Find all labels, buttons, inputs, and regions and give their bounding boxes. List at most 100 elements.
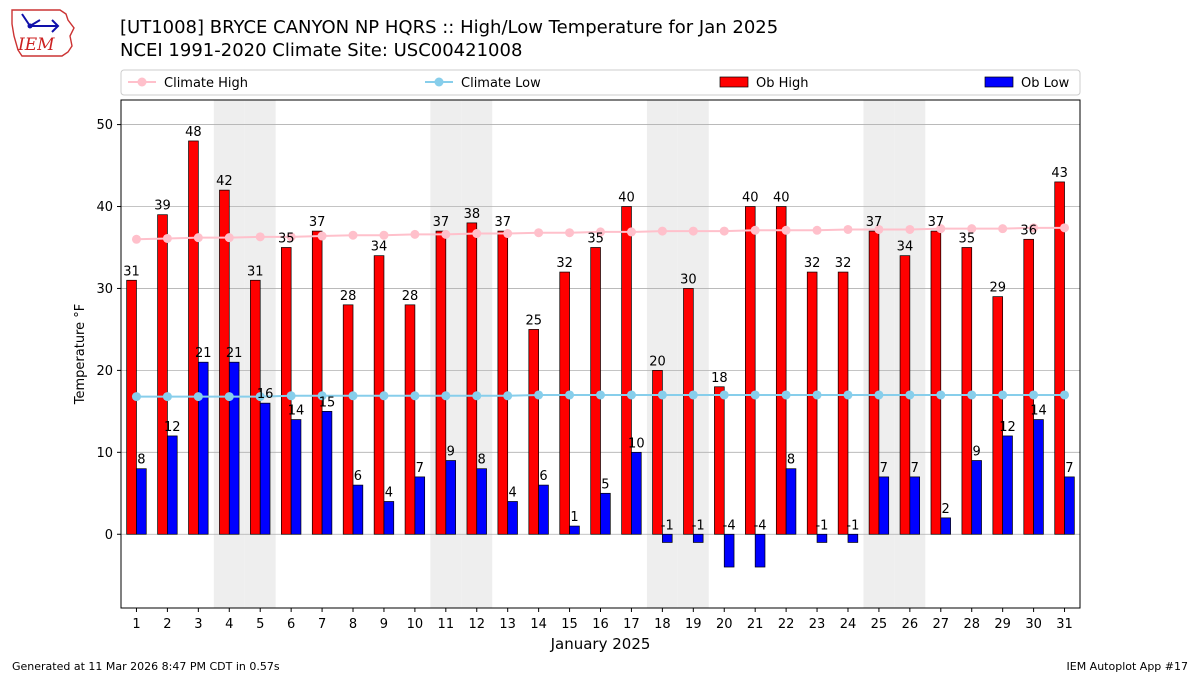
ob-high-legend-label: Ob High [756, 76, 809, 91]
ob-low-bar [290, 419, 302, 535]
ob-high-bar [1023, 238, 1034, 535]
ob-low-label: 9 [972, 445, 980, 460]
ob-low-label: 12 [999, 420, 1016, 435]
x-tick-label: 30 [1025, 617, 1042, 632]
ob-high-label: 36 [1020, 223, 1037, 238]
ob-low-label: 8 [137, 453, 145, 468]
climate-high-point [719, 226, 729, 236]
x-tick-label: 27 [933, 617, 950, 632]
climate-low-point [967, 390, 977, 400]
ob-low-label: 8 [787, 453, 795, 468]
ob-high-bar [1054, 181, 1065, 535]
ob-high-label: 30 [680, 272, 697, 287]
ob-high-bar [188, 140, 199, 535]
climate-low-point [255, 392, 265, 402]
ob-low-bar [878, 476, 890, 535]
ob-high-bar [683, 288, 694, 535]
ob-low-legend-swatch [984, 76, 1014, 88]
x-tick-label: 8 [349, 617, 357, 632]
ob-high-label: 35 [959, 231, 976, 246]
ob-low-label: 12 [164, 420, 181, 435]
x-tick-label: 26 [902, 617, 919, 632]
ob-low-label: -1 [815, 518, 828, 533]
ob-low-label: 2 [942, 502, 950, 517]
footer-app: IEM Autoplot App #17 [1066, 660, 1189, 673]
ob-high-bar [280, 247, 292, 535]
ob-low-label: 5 [601, 477, 609, 492]
climate-high-point [1060, 223, 1070, 233]
ob-high-label: 37 [433, 215, 450, 230]
chart-subtitle: NCEI 1991-2020 Climate Site: USC00421008 [120, 40, 523, 61]
ob-high-label: 32 [804, 256, 821, 271]
climate-high-point [750, 225, 760, 235]
footer-generated: Generated at 11 Mar 2026 8:47 PM CDT in … [12, 660, 280, 673]
climate-low-point [719, 390, 729, 400]
x-tick-label: 19 [685, 617, 702, 632]
x-tick-label: 22 [778, 617, 795, 632]
chart-title: [UT1008] BRYCE CANYON NP HQRS :: High/Lo… [120, 17, 779, 38]
x-tick-label: 31 [1056, 617, 1073, 632]
climate-low-legend-marker [434, 77, 444, 87]
climate-low-point [874, 390, 884, 400]
climate-high-point [874, 224, 884, 234]
x-tick-label: 10 [407, 617, 424, 632]
ob-low-bar [538, 484, 549, 535]
x-tick-label: 17 [623, 617, 640, 632]
climate-low-point [936, 390, 946, 400]
ob-low-bar [167, 435, 178, 535]
climate-low-point [224, 392, 234, 402]
ob-high-label: 31 [123, 264, 140, 279]
x-tick-label: 12 [468, 617, 485, 632]
x-tick-label: 29 [994, 617, 1011, 632]
ob-high-label: 28 [402, 289, 419, 304]
climate-low-point [1060, 390, 1070, 400]
ob-low-bar [1033, 419, 1044, 535]
ob-high-label: 35 [278, 231, 295, 246]
ob-low-bar [785, 468, 797, 535]
iem-logo: IEM [11, 9, 75, 57]
ob-high-label: 35 [587, 231, 604, 246]
y-tick-label: 10 [96, 446, 113, 461]
ob-low-bar [754, 533, 766, 568]
ob-high-label: 29 [989, 281, 1006, 296]
climate-low-point [812, 390, 822, 400]
ob-high-label: 31 [247, 264, 264, 279]
ob-low-label: 9 [447, 445, 455, 460]
x-tick-label: 20 [716, 617, 733, 632]
ob-low-bar [971, 460, 982, 535]
climate-high-point [843, 224, 853, 234]
climate-high-point [348, 230, 358, 240]
climate-low-point [843, 390, 853, 400]
x-tick-label: 2 [163, 617, 171, 632]
climate-high-point [379, 230, 389, 240]
climate-high-point [781, 225, 791, 235]
y-tick-label: 50 [96, 118, 113, 133]
climate-high-point [998, 224, 1008, 234]
ob-low-label: 1 [570, 510, 578, 525]
ob-low-label: -4 [754, 518, 767, 533]
ob-low-bar [259, 402, 271, 535]
climate-low-point [596, 390, 605, 400]
x-tick-label: 28 [963, 617, 980, 632]
ob-low-bar [445, 460, 456, 535]
ob-low-label: 4 [508, 485, 516, 500]
x-tick-label: 4 [225, 617, 233, 632]
ob-low-label: 15 [319, 395, 336, 410]
climate-high-point [657, 226, 667, 236]
climate-low-point [626, 390, 636, 400]
x-tick-label: 1 [132, 617, 140, 632]
x-tick-label: 23 [809, 617, 826, 632]
climate-high-point [565, 228, 575, 238]
ob-low-label: 14 [288, 404, 305, 419]
ob-low-bar [1064, 476, 1075, 535]
ob-high-label: 40 [618, 191, 635, 206]
ob-high-bar [466, 222, 478, 535]
climate-high-point [905, 224, 915, 234]
ob-low-label: 14 [1030, 404, 1047, 419]
climate-high-point [534, 228, 544, 238]
ob-low-bar [569, 525, 580, 535]
climate-high-point [596, 227, 605, 237]
climate-low-point [534, 390, 544, 400]
y-tick-label: 0 [105, 528, 113, 543]
ob-low-bar [507, 501, 518, 535]
